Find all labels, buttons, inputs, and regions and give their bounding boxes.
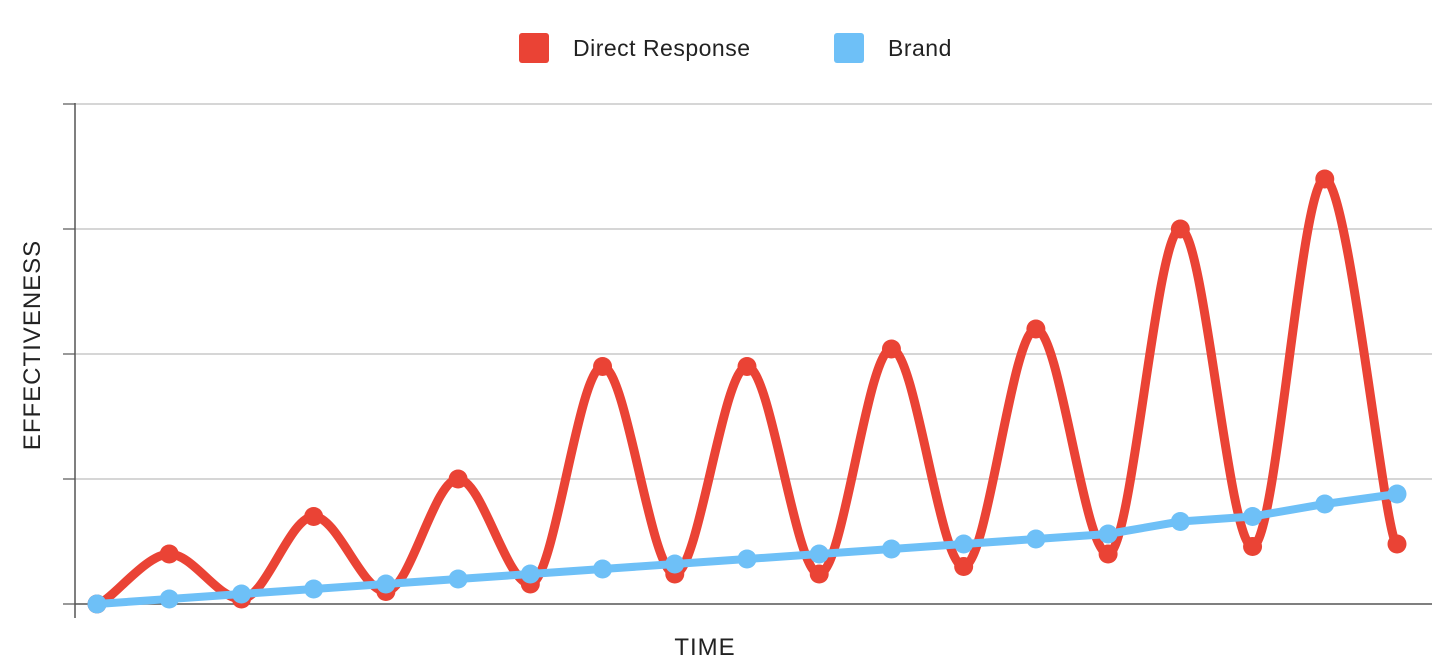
data-point-brand: [954, 534, 974, 554]
data-point-brand: [448, 569, 468, 589]
data-point-brand: [304, 579, 324, 599]
legend-label-brand: Brand: [888, 34, 952, 61]
data-point-direct-response: [159, 544, 179, 564]
data-point-direct-response: [954, 557, 974, 576]
data-point-direct-response: [809, 564, 829, 584]
data-point-direct-response: [304, 507, 324, 526]
data-point-direct-response: [1170, 219, 1190, 239]
data-point-direct-response: [448, 469, 468, 489]
data-point-brand: [1315, 494, 1335, 514]
gridlines: [63, 103, 1432, 605]
data-point-direct-response: [1243, 537, 1263, 556]
data-point-direct-response: [737, 357, 757, 376]
data-point-brand: [1243, 507, 1263, 526]
data-point-brand: [593, 559, 613, 579]
legend-swatch-direct-response: [519, 33, 549, 63]
data-point-brand: [665, 554, 685, 574]
data-point-brand: [376, 574, 396, 594]
data-point-brand: [1026, 529, 1046, 549]
data-point-brand: [1098, 524, 1118, 544]
data-point-direct-response: [1387, 534, 1407, 554]
data-point-brand: [881, 539, 901, 559]
series-layer: [87, 169, 1407, 614]
data-point-brand: [159, 589, 179, 609]
data-point-direct-response: [1098, 544, 1118, 564]
data-point-brand: [809, 544, 829, 564]
data-point-brand: [1387, 484, 1407, 504]
legend-item-brand: Brand: [834, 28, 952, 68]
legend-item-direct-response: Direct Response: [519, 28, 751, 68]
data-point-brand: [87, 594, 107, 614]
legend-swatch-brand: [834, 33, 864, 63]
data-point-direct-response: [1315, 169, 1335, 189]
y-axis-label: EFFECTIVENESS: [19, 240, 46, 450]
series-line-brand: [93, 490, 1401, 608]
x-axis-label: TIME: [674, 634, 735, 661]
series-line-direct-response: [92, 174, 1402, 609]
data-point-direct-response: [593, 357, 613, 376]
data-point-brand: [231, 584, 251, 604]
data-point-brand: [520, 564, 540, 584]
data-point-direct-response: [1026, 319, 1046, 339]
data-point-direct-response: [881, 339, 901, 359]
data-point-brand: [1170, 512, 1190, 531]
data-point-brand: [737, 549, 757, 569]
chart-legend: Direct Response Brand: [0, 28, 1456, 68]
legend-label-direct-response: Direct Response: [573, 34, 751, 61]
